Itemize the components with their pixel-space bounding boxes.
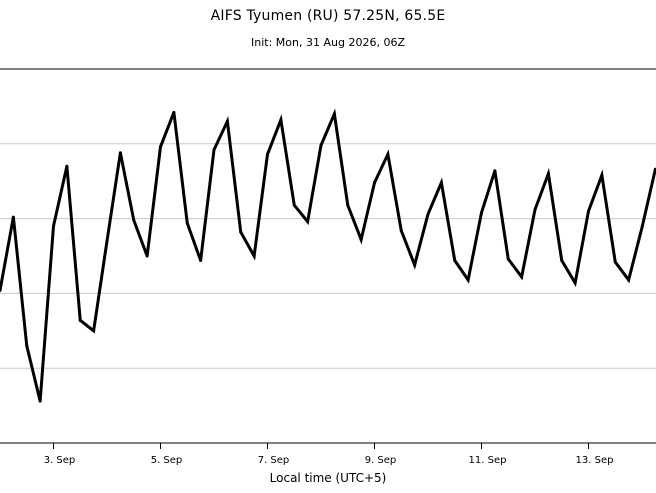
data-point	[493, 169, 497, 173]
x-tick-labels: 3. Sep 5. Sep 7. Sep 9. Sep 11. Sep 13. Sep	[44, 455, 614, 466]
data-point	[292, 203, 296, 207]
data-point	[145, 254, 149, 258]
data-point	[239, 230, 243, 234]
data-point	[546, 172, 550, 176]
data-point	[159, 145, 162, 149]
data-point	[212, 148, 216, 152]
data-point	[78, 318, 82, 322]
data-point	[319, 143, 323, 147]
chart-title: AIFS Tyumen (RU) 57.25N, 65.5E	[210, 8, 446, 24]
series-line	[0, 108, 656, 402]
x-ticks	[53, 443, 589, 449]
data-point	[439, 181, 443, 185]
data-point	[332, 112, 336, 116]
data-point	[627, 278, 631, 282]
x-axis-label: Local time (UTC+5)	[269, 471, 387, 485]
data-point	[426, 212, 430, 216]
data-point	[613, 260, 617, 264]
data-point	[105, 239, 109, 243]
data-point	[52, 224, 55, 228]
data-point	[373, 181, 376, 185]
data-point	[413, 263, 417, 267]
data-point	[600, 173, 604, 177]
data-point	[640, 226, 644, 230]
x-tick-label: 3. Sep	[44, 455, 76, 466]
data-point	[587, 209, 590, 213]
data-point	[266, 152, 269, 156]
data-point	[25, 344, 29, 348]
data-point	[480, 211, 483, 215]
data-point	[118, 151, 122, 155]
data-point	[533, 208, 537, 212]
data-point	[506, 257, 510, 261]
x-tick-label: 13. Sep	[576, 455, 614, 466]
data-point	[279, 118, 283, 122]
data-point	[38, 399, 42, 403]
data-points	[0, 110, 656, 403]
data-point	[132, 218, 136, 222]
data-point	[560, 258, 564, 262]
x-tick-label: 7. Sep	[258, 455, 290, 466]
data-point	[466, 278, 470, 282]
data-point	[520, 275, 524, 279]
data-point	[386, 152, 390, 156]
data-point	[65, 164, 69, 168]
data-point	[359, 238, 363, 242]
data-point	[199, 258, 203, 262]
data-point	[653, 167, 656, 171]
x-tick-label: 5. Sep	[151, 455, 183, 466]
data-point	[306, 220, 310, 224]
data-point	[172, 110, 176, 114]
data-point	[252, 254, 256, 258]
data-point	[185, 221, 189, 225]
chart-subtitle: Init: Mon, 31 Aug 2026, 06Z	[251, 36, 405, 49]
gridlines	[0, 143, 656, 369]
data-point	[225, 119, 229, 123]
data-point	[11, 215, 15, 219]
data-point	[0, 288, 2, 292]
x-tick-label: 11. Sep	[469, 455, 507, 466]
data-point	[92, 329, 96, 333]
data-point	[346, 203, 350, 207]
data-point	[573, 281, 577, 285]
data-point	[453, 258, 457, 262]
data-point	[399, 229, 403, 233]
x-tick-label: 9. Sep	[365, 455, 397, 466]
